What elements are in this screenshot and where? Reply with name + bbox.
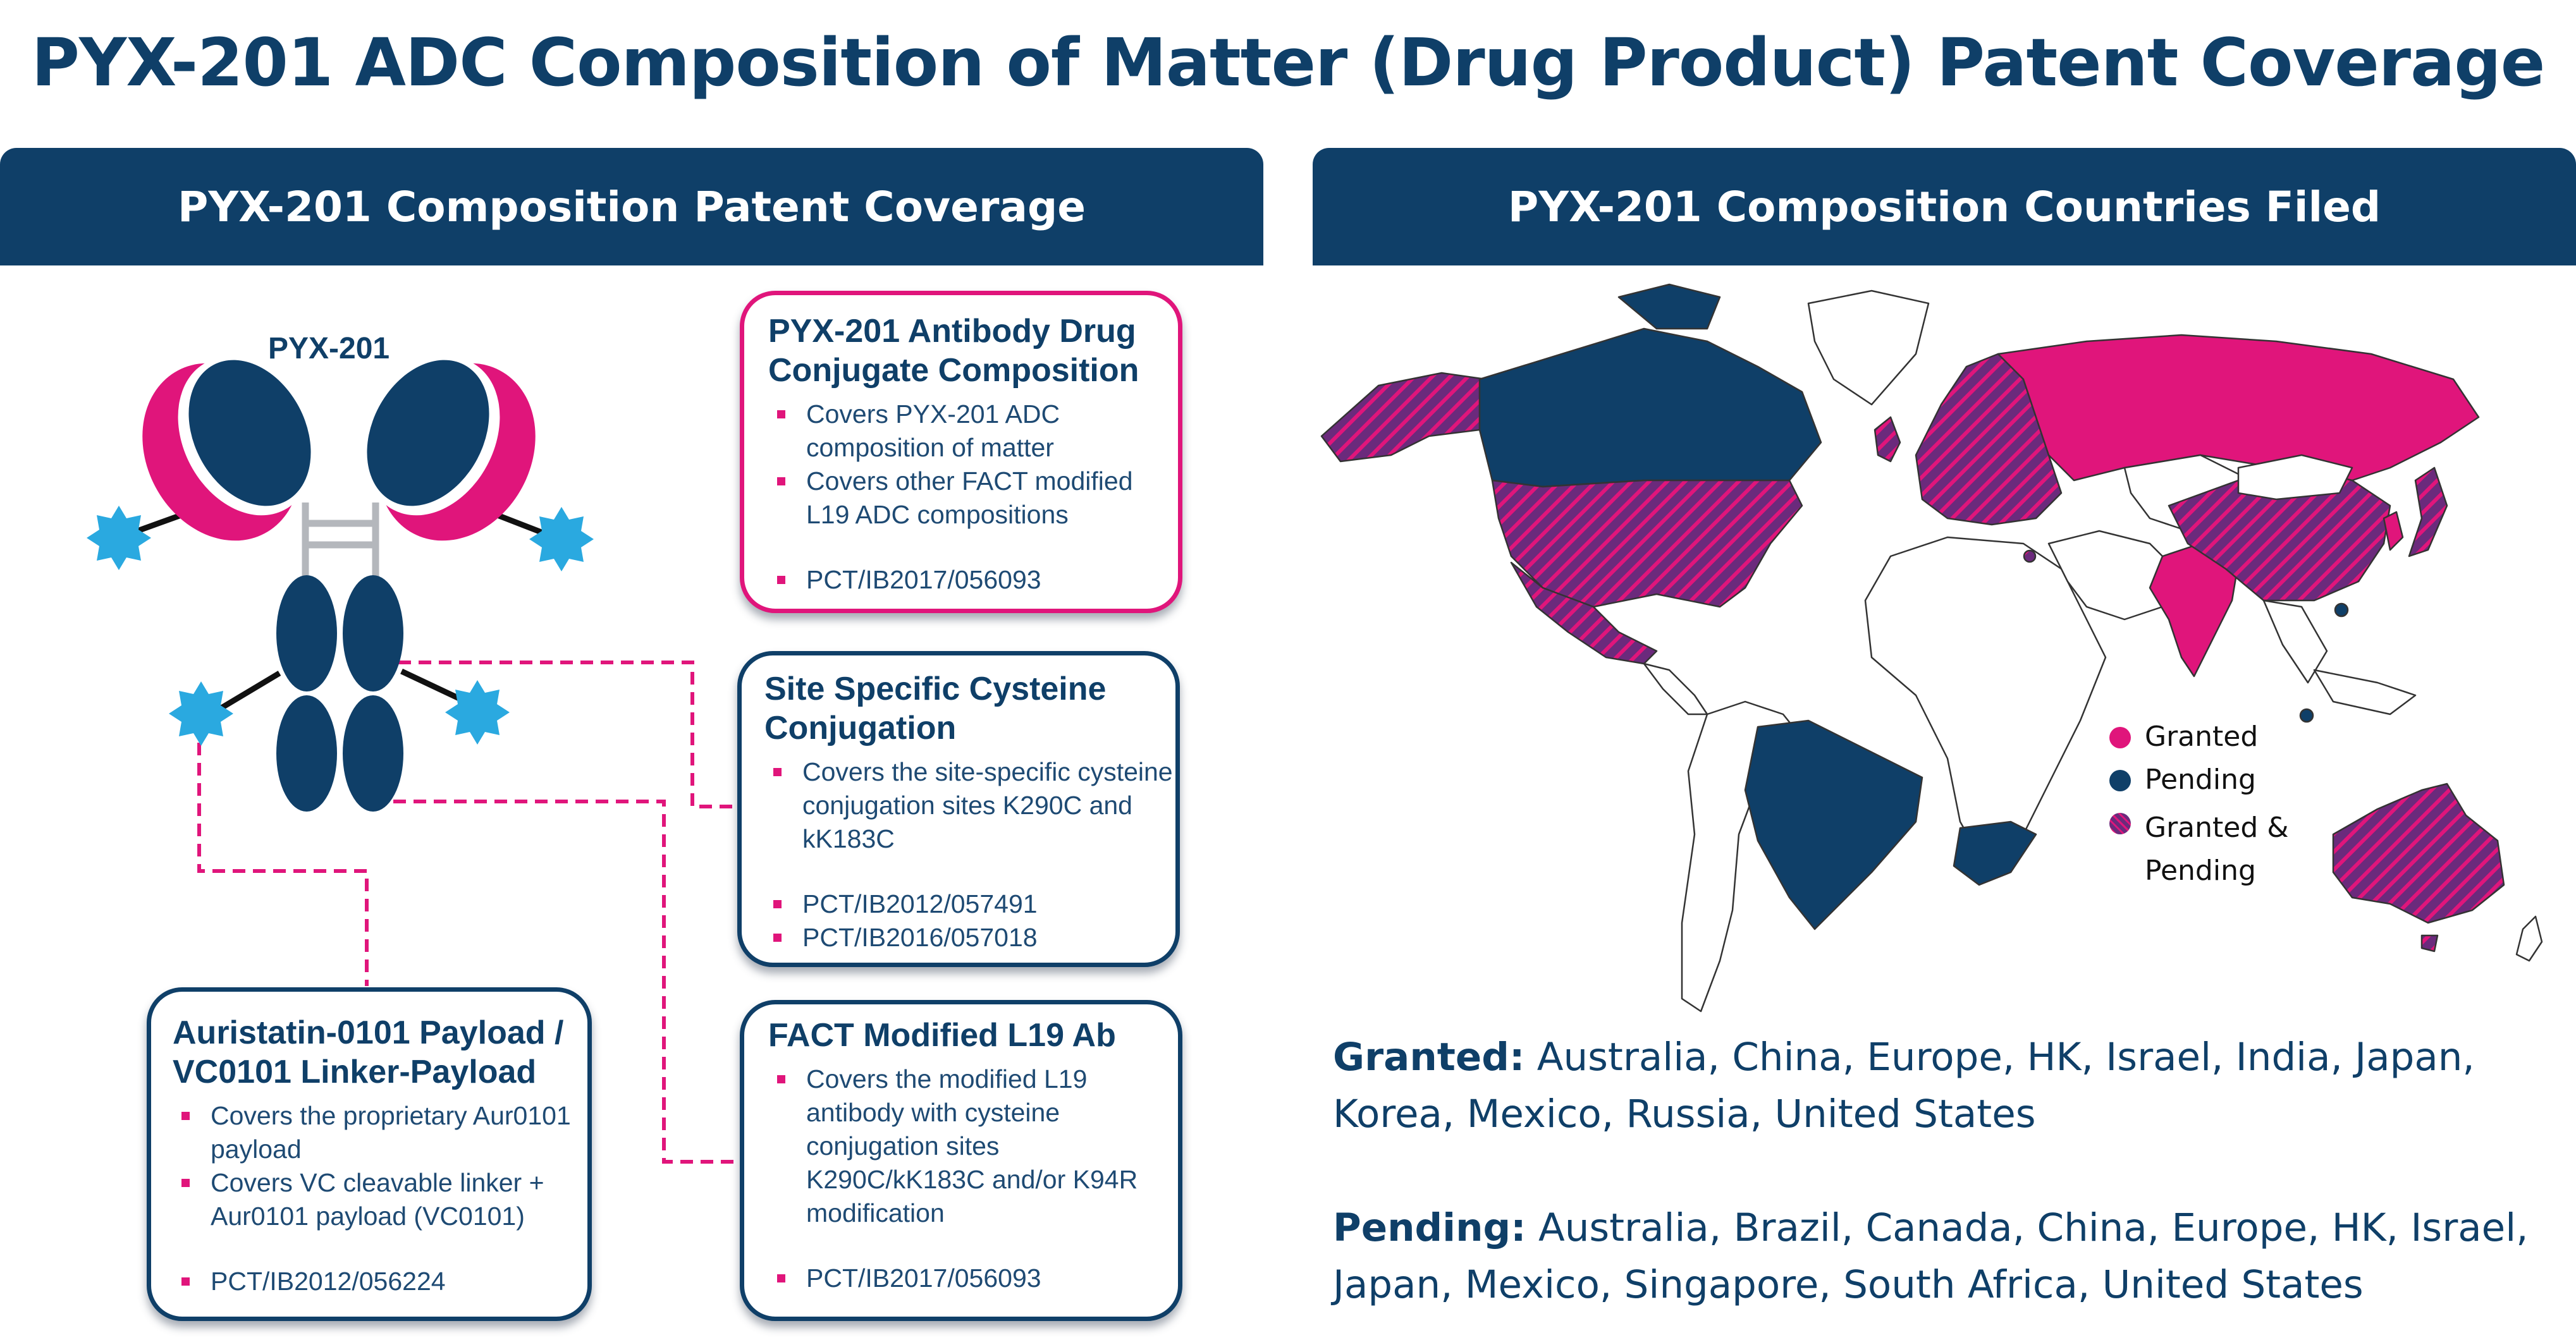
bullet: Covers the site-specific cysteine conjug… [764, 755, 1175, 856]
legend-both-swatch [2109, 813, 2131, 834]
pending-countries: Pending: Australia, Brazil, Canada, Chin… [1333, 1200, 2534, 1313]
pending-label: Pending: [1333, 1205, 1526, 1250]
legend-label: Granted & Pending [2145, 812, 2289, 887]
site-specific-box: Site Specific Cysteine Conjugation Cover… [737, 651, 1180, 967]
region-japan [2408, 466, 2448, 557]
granted-label: Granted: [1333, 1035, 1525, 1080]
region-mexico [1510, 561, 1658, 665]
legend-label: Pending [2145, 764, 2256, 796]
patent-number: PCT/IB2017/056093 [768, 1262, 1178, 1295]
region-canada [1478, 327, 1822, 488]
antibody-diagram [87, 356, 739, 1164]
connector-lines [197, 661, 739, 1164]
box-title: Auristatin-0101 Payload / VC0101 Linker-… [173, 1014, 564, 1090]
page-title: PYX-201 ADC Composition of Matter (Drug … [31, 24, 2545, 101]
connector-aur [197, 743, 369, 986]
right-arm [365, 356, 536, 541]
region-hk [2334, 602, 2349, 618]
legend-label: Granted [2145, 721, 2259, 753]
region-uk [1874, 416, 1901, 463]
region-south-africa [1953, 820, 2037, 886]
legend-granted-swatch [2109, 727, 2131, 748]
legend-both: Granted & Pending [2109, 807, 2309, 892]
payload-star-3 [169, 681, 233, 746]
region-usa [1491, 479, 1803, 608]
payload-star-4 [445, 680, 510, 745]
adc-composition-box: PYX-201 Antibody Drug Conjugate Composit… [740, 291, 1182, 613]
box-title: FACT Modified L19 Ab [768, 1017, 1116, 1054]
fact-modified-box: FACT Modified L19 Ab Covers the modified… [740, 1000, 1182, 1321]
payload-star-2 [529, 507, 594, 571]
patent-number: PCT/IB2012/056224 [173, 1265, 587, 1298]
bullet: Covers the modified L19 antibody with cy… [768, 1063, 1178, 1230]
antibody-label: PYX-201 [268, 332, 390, 365]
right-panel-header: PYX-201 Composition Countries Filed [1313, 148, 2576, 265]
legend-pending: Pending [2109, 764, 2309, 807]
legend-pending-swatch [2109, 770, 2131, 791]
granted-countries: Granted: Australia, China, Europe, HK, I… [1333, 1029, 2534, 1143]
bullet: Covers the proprietary Aur0101 payload [173, 1099, 587, 1166]
box-title: Site Specific Cysteine Conjugation [764, 671, 1107, 746]
connector-site [398, 661, 739, 808]
patent-number: PCT/IB2016/057018 [764, 921, 1175, 954]
patent-number: PCT/IB2017/056093 [768, 563, 1178, 597]
payload-stars [87, 506, 594, 746]
bullet: Covers other FACT modified L19 ADC compo… [768, 465, 1178, 532]
box-title: PYX-201 Antibody Drug Conjugate Composit… [768, 313, 1139, 389]
world-map [1320, 283, 2543, 1013]
left-arm [142, 356, 313, 541]
payload-star-1 [87, 506, 151, 570]
region-australia [2332, 783, 2505, 924]
connector-fact [373, 800, 739, 1164]
bullet: Covers PYX-201 ADC composition of matter [768, 398, 1178, 465]
granted-list: Australia, China, Europe, HK, Israel, In… [1333, 1035, 2475, 1136]
region-korea [2383, 511, 2404, 551]
region-russia [1997, 334, 2480, 482]
region-greenland [1807, 289, 1930, 406]
region-alaska [1320, 372, 1487, 463]
left-panel-header: PYX-201 Composition Patent Coverage [0, 148, 1263, 265]
region-africa [1864, 536, 2107, 867]
auristatin-box: Auristatin-0101 Payload / VC0101 Linker-… [147, 987, 592, 1321]
linkers [122, 502, 559, 720]
region-singapore [2299, 708, 2314, 723]
region-brazil [1744, 719, 1923, 930]
fc-region [276, 575, 403, 812]
patent-number: PCT/IB2012/057491 [764, 887, 1175, 921]
map-legend: Granted Pending Granted & Pending [2109, 721, 2309, 892]
bullet: Covers VC cleavable linker + Aur0101 pay… [173, 1166, 587, 1233]
region-israel [2023, 549, 2037, 563]
pending-list: Australia, Brazil, Canada, China, Europe… [1333, 1205, 2529, 1307]
legend-granted: Granted [2109, 721, 2309, 764]
